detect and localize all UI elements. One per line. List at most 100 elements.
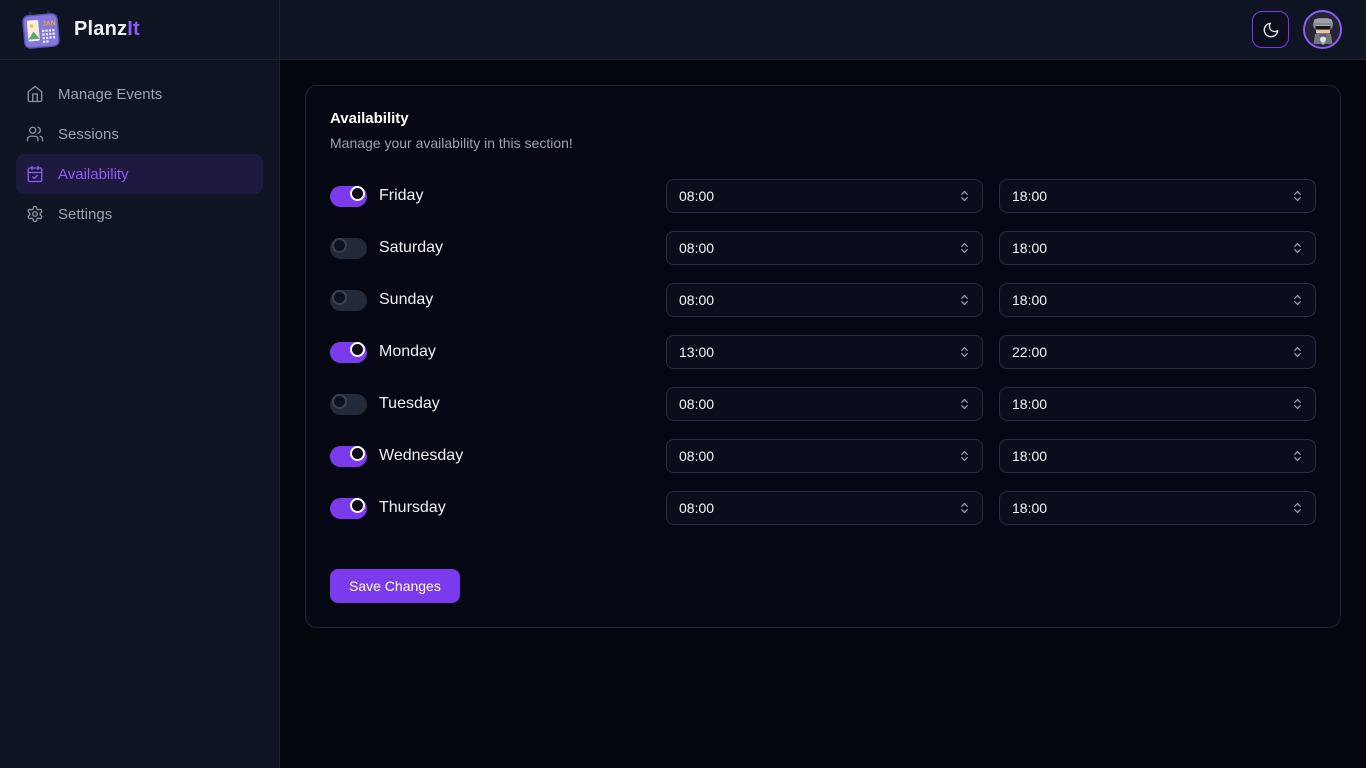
- day-toggle[interactable]: [330, 497, 367, 519]
- svg-text:JAN: JAN: [42, 19, 56, 27]
- card-title: Availability: [330, 110, 409, 127]
- day-left: Friday: [330, 185, 650, 207]
- card-subtitle: Manage your availability in this section…: [330, 135, 573, 151]
- end-time-select[interactable]: 18:00: [999, 387, 1316, 421]
- brand-name-primary: Planz: [74, 18, 128, 40]
- availability-row: Wednesday 08:00 18:00: [330, 439, 1316, 473]
- start-time-select[interactable]: 08:00: [666, 387, 983, 421]
- start-time-value: 08:00: [679, 500, 715, 516]
- day-toggle[interactable]: [330, 341, 367, 363]
- day-left: Monday: [330, 341, 650, 363]
- day-toggle[interactable]: [330, 445, 367, 467]
- save-changes-button[interactable]: Save Changes: [330, 569, 460, 603]
- sidebar-item-label: Settings: [58, 205, 113, 223]
- chevron-up-down-icon: [1292, 293, 1303, 307]
- start-time-value: 08:00: [679, 292, 715, 308]
- day-toggle[interactable]: [330, 237, 367, 259]
- sidebar-item-manage-events[interactable]: Manage Events: [16, 74, 263, 114]
- availability-row: Sunday 08:00 18:00: [330, 283, 1316, 317]
- availability-row: Monday 13:00 22:00: [330, 335, 1316, 369]
- day-left: Sunday: [330, 289, 650, 311]
- sidebar-item-label: Sessions: [58, 125, 119, 143]
- chevron-up-down-icon: [1292, 345, 1303, 359]
- start-time-select[interactable]: 13:00: [666, 335, 983, 369]
- end-time-value: 22:00: [1012, 344, 1048, 360]
- day-left: Tuesday: [330, 393, 650, 415]
- robot-avatar-icon: [1305, 12, 1340, 47]
- chevron-up-down-icon: [1292, 397, 1303, 411]
- availability-row: Friday 08:00 18:00: [330, 179, 1316, 213]
- day-label: Wednesday: [379, 447, 464, 464]
- toggle-knob: [332, 393, 347, 409]
- chevron-up-down-icon: [959, 241, 970, 255]
- start-time-value: 13:00: [679, 344, 715, 360]
- day-label: Tuesday: [379, 395, 440, 412]
- day-toggle[interactable]: [330, 393, 367, 415]
- sidebar-item-settings[interactable]: Settings: [16, 194, 263, 234]
- start-time-select[interactable]: 08:00: [666, 491, 983, 525]
- start-time-select[interactable]: 08:00: [666, 439, 983, 473]
- day-label: Sunday: [379, 291, 434, 308]
- sidebar-nav: Manage Events Sessions Availability: [0, 60, 279, 248]
- sidebar-item-label: Manage Events: [58, 85, 163, 103]
- calendar-check-icon: [26, 165, 44, 183]
- calendar-logo-icon: JAN: [20, 9, 62, 50]
- day-label: Thursday: [379, 499, 446, 516]
- start-time-select[interactable]: 08:00: [666, 179, 983, 213]
- toggle-knob: [350, 341, 365, 357]
- avatar[interactable]: [1303, 10, 1342, 49]
- end-time-select[interactable]: 18:00: [999, 231, 1316, 265]
- toggle-knob: [350, 185, 365, 201]
- end-time-value: 18:00: [1012, 500, 1048, 516]
- chevron-up-down-icon: [1292, 189, 1303, 203]
- toggle-knob: [332, 289, 347, 305]
- start-time-select[interactable]: 08:00: [666, 231, 983, 265]
- chevron-up-down-icon: [959, 449, 970, 463]
- day-label: Monday: [379, 343, 436, 360]
- sidebar-item-availability[interactable]: Availability: [16, 154, 263, 194]
- theme-toggle-button[interactable]: [1252, 11, 1289, 48]
- brand-title: PlanzIt: [74, 18, 140, 41]
- sidebar-item-label: Availability: [58, 165, 129, 183]
- main-column: Availability Manage your availability in…: [280, 0, 1366, 768]
- availability-row: Saturday 08:00 18:00: [330, 231, 1316, 265]
- brand-name-accent: It: [127, 18, 140, 40]
- start-time-value: 08:00: [679, 240, 715, 256]
- chevron-up-down-icon: [959, 397, 970, 411]
- availability-row: Tuesday 08:00 18:00: [330, 387, 1316, 421]
- sidebar: JAN PlanzIt: [0, 0, 280, 768]
- moon-icon: [1262, 21, 1280, 39]
- end-time-select[interactable]: 18:00: [999, 491, 1316, 525]
- sidebar-item-sessions[interactable]: Sessions: [16, 114, 263, 154]
- availability-card: Availability Manage your availability in…: [305, 85, 1341, 628]
- end-time-value: 18:00: [1012, 396, 1048, 412]
- end-time-value: 18:00: [1012, 448, 1048, 464]
- users-icon: [26, 125, 44, 143]
- gear-icon: [26, 205, 44, 223]
- day-left: Wednesday: [330, 445, 650, 467]
- availability-rows: Friday 08:00 18:00 Saturday 08:00: [330, 179, 1316, 525]
- day-left: Thursday: [330, 497, 650, 519]
- toggle-knob: [350, 497, 365, 513]
- start-time-select[interactable]: 08:00: [666, 283, 983, 317]
- end-time-select[interactable]: 22:00: [999, 335, 1316, 369]
- day-toggle[interactable]: [330, 289, 367, 311]
- day-label: Friday: [379, 187, 424, 204]
- start-time-value: 08:00: [679, 448, 715, 464]
- chevron-up-down-icon: [959, 345, 970, 359]
- end-time-select[interactable]: 18:00: [999, 439, 1316, 473]
- chevron-up-down-icon: [959, 189, 970, 203]
- end-time-select[interactable]: 18:00: [999, 283, 1316, 317]
- start-time-value: 08:00: [679, 396, 715, 412]
- end-time-value: 18:00: [1012, 240, 1048, 256]
- availability-row: Thursday 08:00 18:00: [330, 491, 1316, 525]
- day-left: Saturday: [330, 237, 650, 259]
- end-time-value: 18:00: [1012, 292, 1048, 308]
- chevron-up-down-icon: [1292, 449, 1303, 463]
- brand-header: JAN PlanzIt: [0, 0, 279, 60]
- toggle-knob: [332, 237, 347, 253]
- topbar: [280, 0, 1366, 60]
- day-toggle[interactable]: [330, 185, 367, 207]
- end-time-select[interactable]: 18:00: [999, 179, 1316, 213]
